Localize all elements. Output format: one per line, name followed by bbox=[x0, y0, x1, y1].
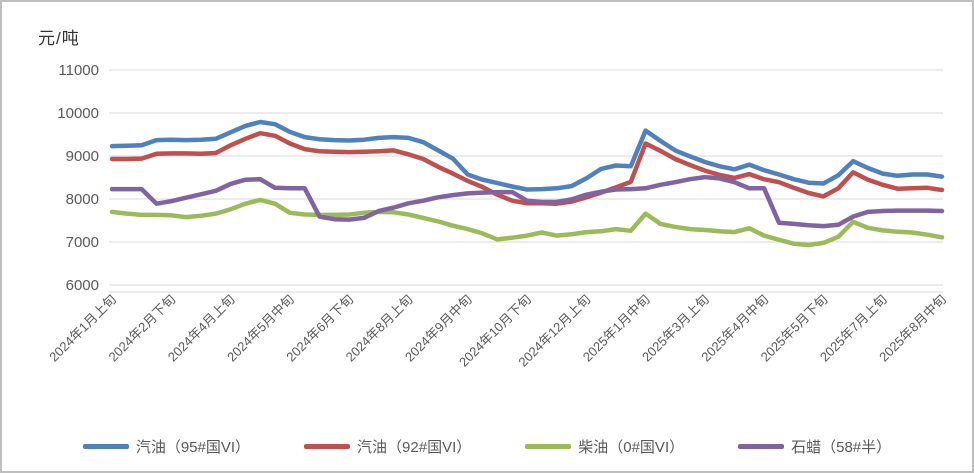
legend-label: 石蜡（58#半） bbox=[791, 439, 892, 456]
legend-line-marker-gasoline-92 bbox=[304, 444, 351, 449]
y-axis-tick-label: 7000 bbox=[66, 234, 99, 251]
legend-item-gasoline-92: 汽油（92#国VI） bbox=[304, 436, 471, 457]
legend-item-gasoline-95: 汽油（95#国VI） bbox=[82, 436, 251, 457]
legend-line-marker-paraffin-58 bbox=[738, 444, 785, 449]
y-axis-tick-label: 11000 bbox=[58, 62, 99, 79]
series-line-2 bbox=[109, 197, 945, 248]
y-axis-tick-label: 6000 bbox=[66, 277, 99, 294]
legend-line-marker-gasoline-95 bbox=[82, 444, 129, 449]
y-axis-unit-label: 元/吨 bbox=[38, 29, 80, 48]
y-axis-tick-label: 10000 bbox=[57, 105, 99, 122]
legend-item-paraffin-58: 石蜡（58#半） bbox=[738, 436, 891, 457]
legend-line-marker-diesel-0 bbox=[525, 444, 572, 449]
y-axis-tick-label: 8000 bbox=[66, 191, 99, 208]
series-line-0 bbox=[109, 119, 945, 192]
legend-label: 柴油（0#国VI） bbox=[578, 439, 685, 456]
legend-item-diesel-0: 柴油（0#国VI） bbox=[525, 436, 684, 457]
legend-label: 汽油（95#国VI） bbox=[135, 439, 251, 456]
legend-label: 汽油（92#国VI） bbox=[357, 439, 472, 456]
y-axis-tick-label: 9000 bbox=[66, 148, 99, 165]
chart-legend: 汽油（95#国VI） 汽油（92#国VI） 柴油（0#国VI） 石蜡（58#半） bbox=[2, 436, 972, 457]
series-line-1 bbox=[109, 130, 945, 206]
series-line-3 bbox=[109, 174, 945, 229]
